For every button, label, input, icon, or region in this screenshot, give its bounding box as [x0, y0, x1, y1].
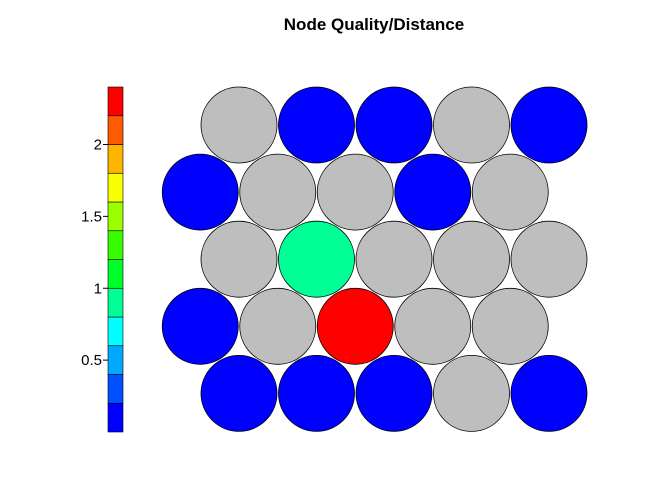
node-circle [278, 86, 355, 164]
node-circle [278, 354, 355, 432]
node-circle [161, 153, 239, 231]
colorbar-segment [107, 230, 124, 260]
colorbar-segment [107, 374, 124, 404]
colorbar-segment [107, 345, 124, 375]
colorbar: 0.5 1 1.5 2 [81, 86, 124, 433]
colorbar-tick-label: 0.5 [81, 352, 102, 369]
colorbar-segment [107, 115, 124, 145]
node-circle [161, 287, 239, 365]
colorbar-segment [107, 172, 124, 203]
node-circle [433, 220, 510, 298]
colorbar-segment [107, 144, 124, 174]
colorbar-tick-label: 2 [94, 137, 102, 154]
node-circle [239, 153, 317, 231]
node-grid [161, 86, 588, 432]
node-circle [510, 354, 588, 432]
node-circle [471, 153, 549, 231]
node-circle [200, 354, 278, 432]
colorbar-segment [107, 86, 124, 117]
node-circle [200, 86, 278, 164]
chart-title: Node Quality/Distance [283, 15, 465, 34]
colorbar-segment [107, 402, 124, 433]
colorbar-segment [107, 259, 124, 289]
colorbar-segment [107, 316, 124, 347]
node-circle [471, 287, 549, 365]
node-circle [355, 354, 433, 432]
node-circle [433, 354, 510, 432]
node-circle [278, 220, 355, 298]
node-circle [433, 86, 510, 164]
node-circle [510, 86, 588, 164]
node-circle [239, 287, 317, 365]
node-circle [355, 86, 433, 164]
colorbar-segment [107, 201, 124, 232]
colorbar-tick-label: 1 [94, 280, 102, 297]
node-circle [394, 153, 472, 231]
node-circle [316, 153, 394, 231]
node-circle [510, 220, 588, 298]
node-circle [200, 220, 278, 298]
colorbar-segment [107, 287, 124, 318]
node-circle [316, 287, 394, 365]
node-circle [394, 287, 472, 365]
node-circle [355, 220, 433, 298]
colorbar-tick-label: 1.5 [81, 208, 102, 225]
